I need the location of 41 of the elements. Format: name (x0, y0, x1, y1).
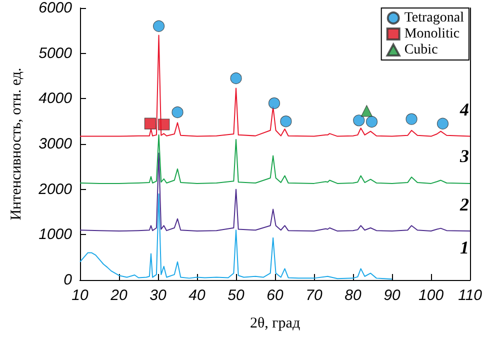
x-tick-label: 70 (306, 287, 324, 304)
y-tick-label: 0 (64, 272, 73, 288)
line-series (80, 134, 471, 184)
point (366, 116, 378, 128)
x-tick-label: 10 (72, 287, 89, 304)
legend-label: Monolitic (404, 26, 460, 42)
legend-label: Tetragonal (404, 10, 464, 26)
point (436, 118, 449, 130)
point (230, 72, 242, 84)
y-tick-label: 5000 (38, 44, 73, 62)
annotation: 1 (460, 238, 469, 258)
y-tick-label: 3000 (38, 136, 73, 152)
x-tick-label: 60 (266, 287, 284, 304)
x-axis-title: 2θ, град (250, 316, 300, 332)
point (353, 114, 365, 126)
annotation: 4 (459, 99, 469, 120)
point (172, 106, 184, 118)
x-tick-label: 50 (228, 287, 246, 304)
point (360, 105, 372, 117)
x-tick-label: 40 (188, 287, 206, 304)
y-tick-label: 4000 (38, 90, 73, 108)
y-tick-label: 2000 (38, 180, 73, 198)
point (158, 118, 170, 130)
point (406, 113, 418, 125)
y-axis-title: Интенсивность, отн. ед. (8, 68, 24, 220)
x-tick-label: 30 (150, 287, 168, 304)
y-tick-label: 1000 (38, 226, 73, 244)
legend-label: Cubic (404, 42, 438, 58)
x-tick-label: 110 (458, 287, 483, 304)
x-tick-label: 20 (110, 287, 128, 304)
annotation: 2 (459, 194, 469, 215)
x-tick-label: 100 (418, 287, 444, 304)
point (153, 20, 165, 32)
point (268, 97, 280, 109)
x-tick-label: 80 (344, 287, 362, 304)
y-tick-label: 6000 (38, 0, 73, 16)
x-tick-label: 90 (384, 287, 402, 304)
annotation: 3 (459, 146, 469, 166)
point (280, 116, 292, 128)
line-series (80, 193, 393, 280)
point (144, 118, 156, 130)
